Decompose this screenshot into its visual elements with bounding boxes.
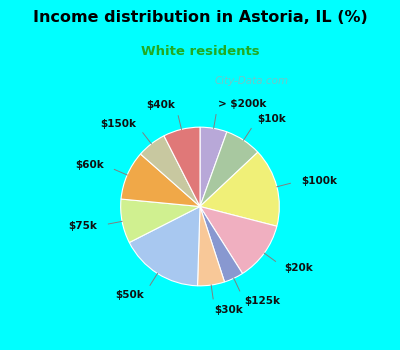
Text: $40k: $40k (147, 100, 176, 110)
Wedge shape (140, 136, 200, 206)
Wedge shape (121, 154, 200, 206)
Text: $30k: $30k (215, 305, 244, 315)
Wedge shape (129, 206, 200, 286)
Text: Income distribution in Astoria, IL (%): Income distribution in Astoria, IL (%) (33, 10, 367, 25)
Wedge shape (200, 127, 227, 206)
Wedge shape (200, 132, 258, 206)
Text: City-Data.com: City-Data.com (214, 76, 288, 85)
Text: $20k: $20k (284, 263, 313, 273)
Wedge shape (164, 127, 200, 206)
Text: $50k: $50k (115, 290, 144, 300)
Text: > $200k: > $200k (218, 98, 266, 108)
Text: $125k: $125k (244, 296, 280, 306)
Text: $60k: $60k (75, 160, 104, 170)
Wedge shape (200, 152, 279, 226)
Wedge shape (200, 206, 277, 273)
Text: $100k: $100k (301, 175, 337, 186)
Wedge shape (121, 199, 200, 243)
Text: $10k: $10k (257, 114, 286, 124)
Wedge shape (198, 206, 224, 286)
Text: $150k: $150k (100, 119, 136, 129)
Text: White residents: White residents (141, 45, 259, 58)
Text: $75k: $75k (68, 221, 97, 231)
Wedge shape (200, 206, 242, 282)
